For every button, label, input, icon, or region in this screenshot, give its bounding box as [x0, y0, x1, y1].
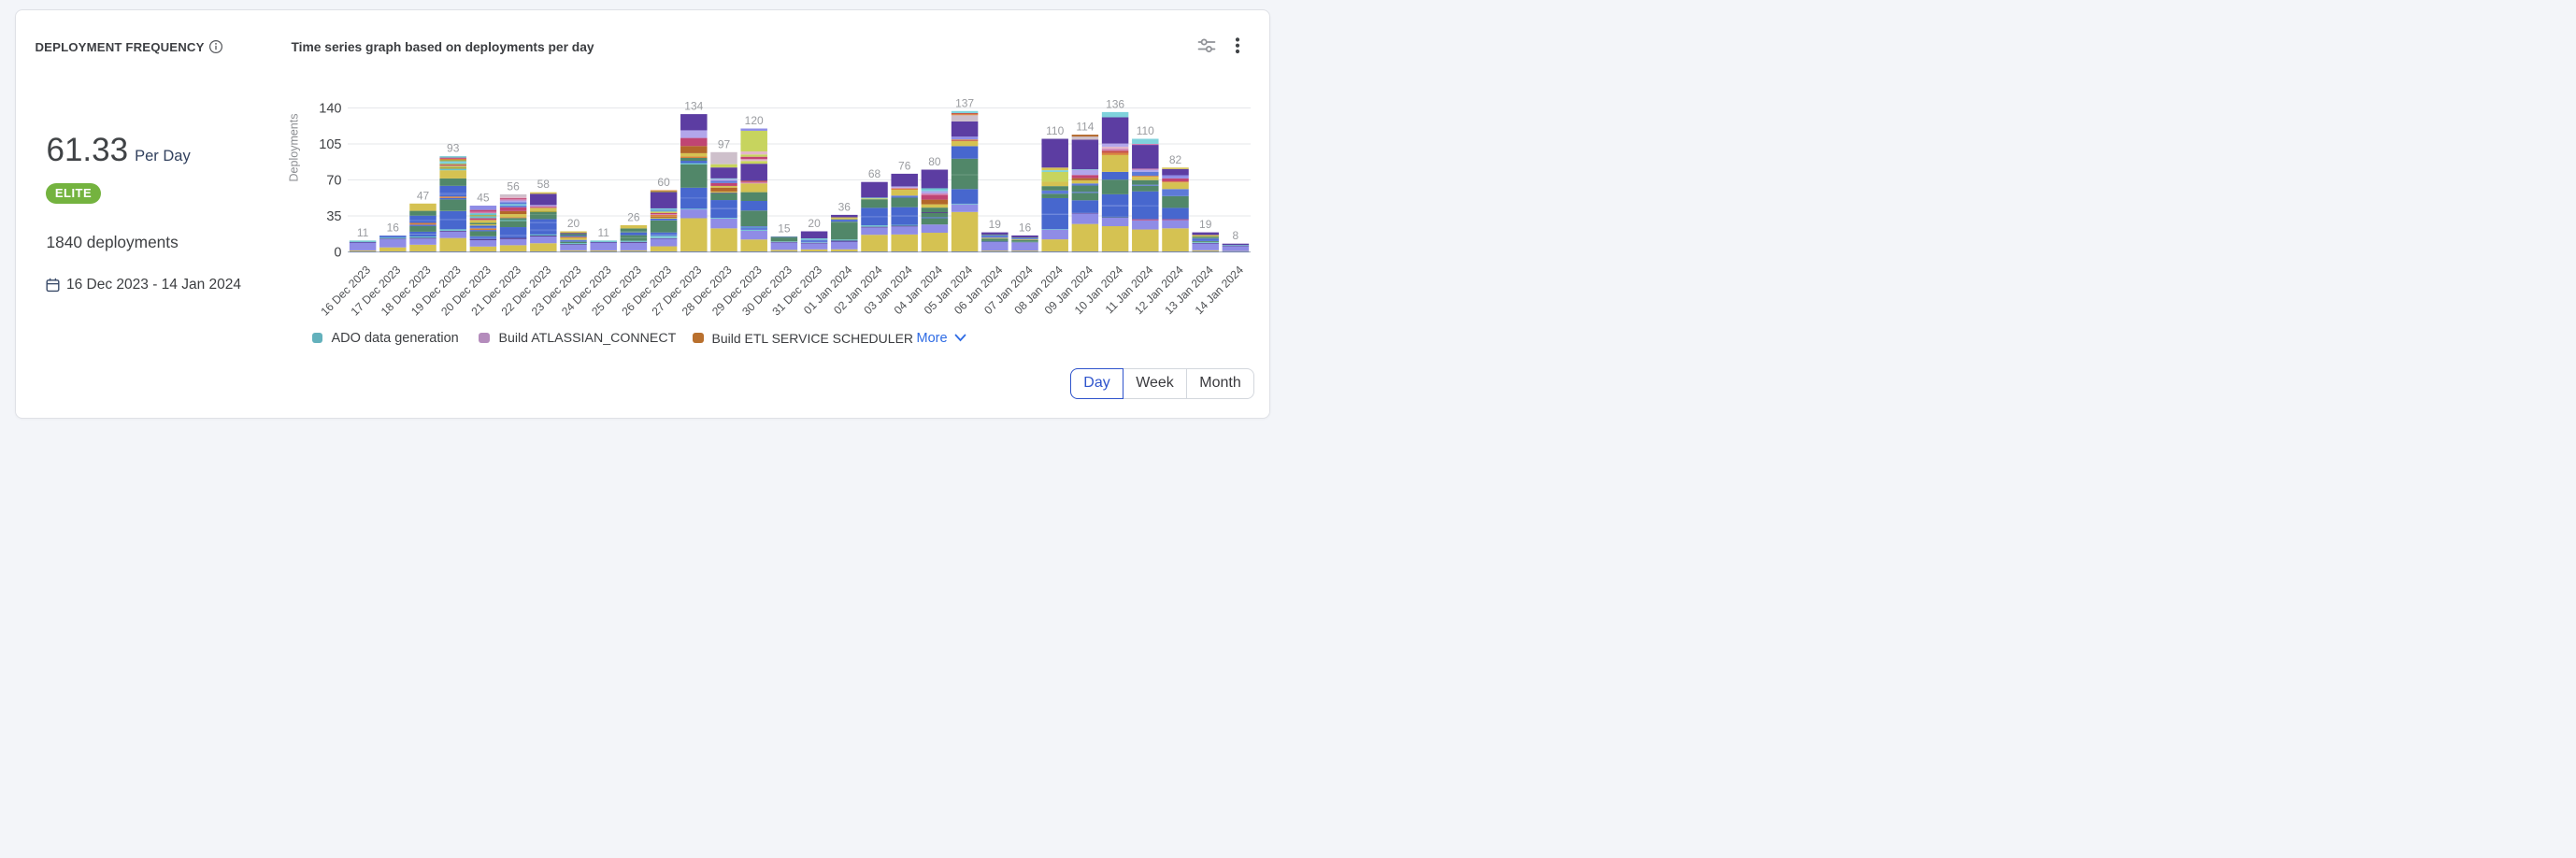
- svg-text:16: 16: [387, 221, 400, 234]
- svg-text:70: 70: [326, 174, 341, 189]
- svg-text:Deployments: Deployments: [288, 114, 301, 182]
- svg-text:110: 110: [1046, 124, 1064, 137]
- svg-text:19: 19: [1199, 218, 1212, 231]
- svg-text:97: 97: [718, 137, 731, 150]
- svg-text:19: 19: [989, 218, 1002, 231]
- svg-text:120: 120: [745, 114, 764, 127]
- svg-text:11: 11: [597, 226, 609, 239]
- svg-text:8: 8: [1233, 229, 1239, 242]
- svg-text:136: 136: [1106, 97, 1124, 110]
- svg-text:93: 93: [447, 142, 460, 155]
- svg-text:47: 47: [417, 189, 430, 202]
- svg-text:68: 68: [868, 167, 881, 180]
- svg-text:26: 26: [627, 210, 640, 223]
- svg-text:35: 35: [326, 209, 341, 224]
- svg-text:20: 20: [567, 217, 580, 230]
- svg-text:76: 76: [898, 159, 911, 172]
- svg-text:45: 45: [477, 192, 490, 205]
- svg-text:134: 134: [684, 100, 703, 113]
- svg-text:114: 114: [1076, 121, 1094, 134]
- svg-text:110: 110: [1137, 124, 1154, 137]
- svg-text:60: 60: [657, 176, 670, 189]
- svg-text:16: 16: [1019, 221, 1032, 234]
- svg-text:140: 140: [319, 102, 341, 117]
- svg-text:82: 82: [1169, 153, 1182, 166]
- svg-text:56: 56: [507, 179, 520, 193]
- svg-text:0: 0: [334, 246, 341, 261]
- svg-text:137: 137: [955, 96, 974, 109]
- svg-text:15: 15: [778, 222, 791, 236]
- svg-text:58: 58: [537, 178, 551, 191]
- svg-text:105: 105: [319, 137, 341, 152]
- svg-text:11: 11: [357, 226, 369, 239]
- svg-text:36: 36: [838, 200, 852, 213]
- svg-text:80: 80: [928, 155, 941, 168]
- svg-text:20: 20: [808, 217, 821, 230]
